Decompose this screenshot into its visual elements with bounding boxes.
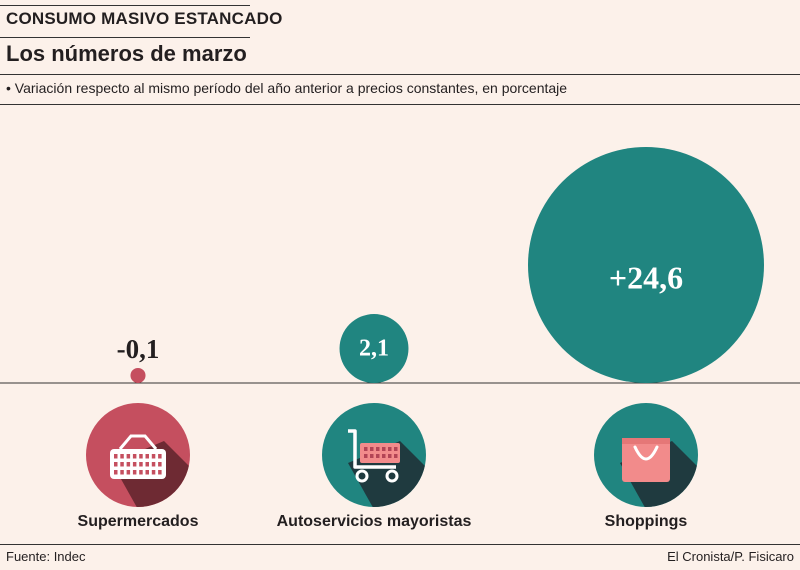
category-label-2: Shoppings (605, 513, 688, 530)
bubble-0 (130, 367, 146, 383)
shopping-bag-icon (594, 403, 698, 507)
value-label-0: -0,1 (117, 334, 160, 364)
chart-subtitle: • Variación respecto al mismo período de… (6, 80, 568, 96)
shopping-cart-icon (322, 403, 426, 507)
top-rule (0, 5, 250, 6)
value-label-1: 2,1 (359, 335, 389, 361)
page-title: Los números de marzo (6, 41, 247, 66)
bubble-2 (528, 147, 764, 383)
kicker-rule (0, 37, 250, 38)
category-label-1: Autoservicios mayoristas (277, 513, 472, 530)
value-label-2: +24,6 (609, 260, 683, 296)
title-rule (0, 74, 800, 75)
bubble-1 (339, 314, 409, 384)
footer-rule (0, 544, 800, 545)
credit-note: El Cronista/P. Fisicaro (667, 549, 794, 564)
source-note: Fuente: Indec (6, 549, 86, 564)
shopping-basket-icon (86, 403, 190, 507)
kicker: CONSUMO MASIVO ESTANCADO (6, 9, 283, 28)
subtitle-rule (0, 104, 800, 105)
category-label-0: Supermercados (78, 513, 199, 530)
